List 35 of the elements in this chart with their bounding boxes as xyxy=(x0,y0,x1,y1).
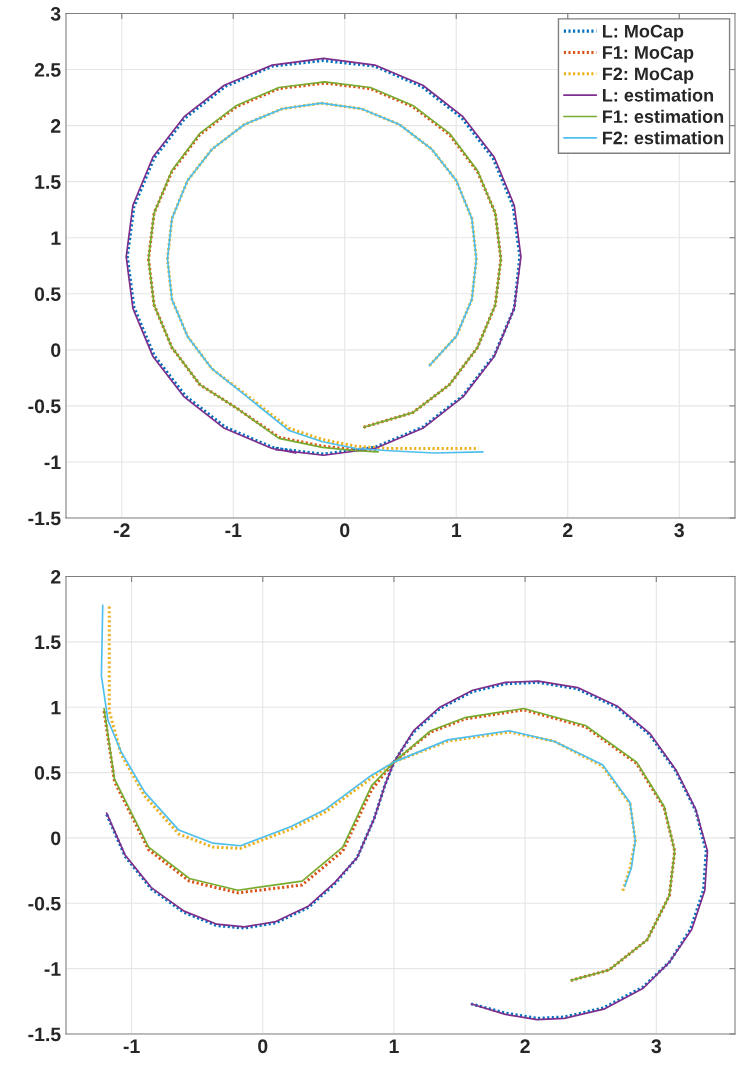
x-tick-label: 2 xyxy=(520,1039,530,1053)
legend-label: F1: estimation xyxy=(602,109,724,123)
x-tick-label: 0 xyxy=(340,523,350,538)
y-tick-label: 3 xyxy=(50,6,61,21)
x-tick-label: 2 xyxy=(563,523,573,537)
x-tick-label: 0 xyxy=(258,1039,268,1054)
x-tick-label: 1 xyxy=(452,523,462,537)
y-tick-label: 0 xyxy=(51,343,61,358)
y-tick-label: 2.5 xyxy=(34,63,61,77)
x-tick-label: -2 xyxy=(113,523,130,537)
legend-label: F1: MoCap xyxy=(602,46,694,63)
legend-label: F2: estimation xyxy=(602,131,724,145)
x-tick-label: -1 xyxy=(123,1039,140,1053)
y-tick-label: 1.5 xyxy=(35,635,61,650)
y-tick-label: -1 xyxy=(44,455,61,469)
y-tick-label: 2 xyxy=(51,119,61,133)
y-tick-label: 0.5 xyxy=(34,766,61,780)
legend-label: L: MoCap xyxy=(602,24,684,42)
y-tick-label: -1.5 xyxy=(28,1027,61,1042)
y-tick-label: 1 xyxy=(51,231,61,245)
y-tick-label: -1 xyxy=(44,962,61,976)
y-tick-label: 1.5 xyxy=(35,175,61,189)
x-tick-label: 1 xyxy=(389,1039,399,1053)
y-tick-label: 1 xyxy=(51,700,61,715)
y-tick-label: -0.5 xyxy=(28,399,61,414)
x-tick-label: 3 xyxy=(651,1039,661,1054)
y-tick-label: -0.5 xyxy=(28,896,61,911)
y-tick-label: 0.5 xyxy=(34,287,61,302)
legend-label: F2: MoCap xyxy=(602,67,694,84)
y-tick-label: -1.5 xyxy=(28,511,61,526)
y-tick-label: 2 xyxy=(51,569,61,584)
legend-label: L: estimation xyxy=(602,88,714,102)
x-tick-label: -1 xyxy=(225,523,242,537)
y-tick-label: 0 xyxy=(51,831,61,846)
x-tick-label: 3 xyxy=(674,523,684,538)
